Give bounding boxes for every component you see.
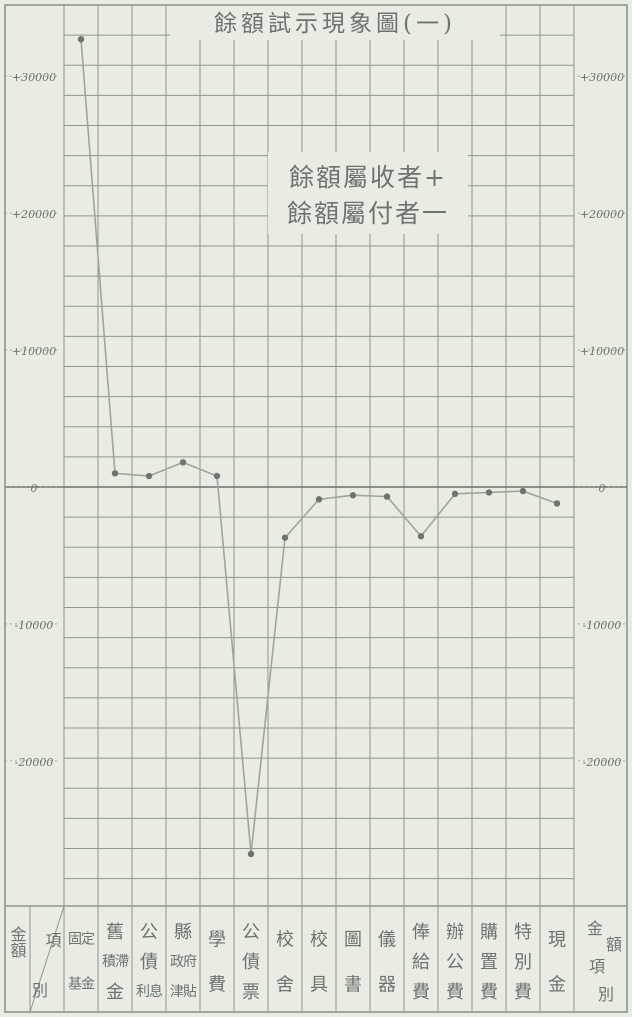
category-label-4: 縣 [174,922,192,943]
category-label-14: 別 [514,952,532,973]
y-tick-label-right: -20000 [583,756,622,769]
category-label-11: 給 [412,952,430,973]
y-tick-label-left: 0 [31,482,38,495]
category-label-15: 金 [548,975,566,996]
category-label-6: 債 [242,952,260,973]
category-label-14: 費 [514,982,532,1003]
y-tick-label-left: -20000 [15,756,54,769]
data-point-7 [281,534,289,541]
category-label-10: 器 [378,975,396,996]
corner-label-bottom: 別 [32,981,48,1000]
right-corner-middle: 項 [589,957,605,976]
category-label-11: 費 [412,982,430,1003]
data-point-13 [485,489,493,496]
category-label-9: 書 [344,975,362,996]
right-corner-top-left: 金 [587,919,603,938]
data-point-8 [315,496,323,503]
category-label-14: 特 [514,922,532,943]
category-label-6: 公 [242,922,260,943]
category-label-2: 積滯 [102,954,129,970]
data-point-6 [247,850,255,858]
category-label-10: 儀 [378,930,396,951]
y-tick-label-left: -10000 [15,619,54,632]
y-tick-label-right: +30000 [580,71,624,84]
right-corner-bottom: 別 [598,985,614,1004]
category-label-13: 費 [480,982,498,1003]
y-tick-label-right: 0 [599,482,606,495]
data-point-9 [349,492,357,499]
data-point-11 [417,533,425,540]
category-label-13: 置 [480,952,498,973]
title-group: 餘額試示現象圖(一) [170,6,500,40]
category-label-7: 校 [276,930,294,951]
data-point-12 [451,490,459,498]
data-point-4 [179,459,187,466]
data-point-15 [553,500,561,507]
chart-title: 餘額試示現象圖(一) [214,11,456,37]
category-label-12: 公 [446,952,464,973]
category-label-1: 基金 [68,976,95,993]
y-tick-labels: +30000 +30000 +20000 +20000 +10000 +10000 0 0 -1… [5,71,627,769]
category-label-3: 利息 [136,983,163,1000]
data-point-14 [519,487,527,495]
y-tick-label-left: +20000 [12,208,56,221]
category-label-7: 舍 [276,975,294,996]
category-label-12: 辦 [446,922,464,943]
y-tick-label-right: +10000 [580,345,624,358]
category-label-4: 津貼 [170,984,197,1000]
corner-label-right: 項 [43,932,62,948]
y-tick-label-right: -10000 [583,619,622,632]
category-label-2: 金 [106,982,124,1003]
legend-negative: 餘額屬付者一 [287,199,449,228]
y-tick-label-left: +10000 [12,345,56,358]
data-point-10 [383,493,391,500]
category-label-11: 俸 [412,922,430,943]
category-label-13: 購 [480,922,498,943]
category-label-15: 現 [548,930,566,951]
title-backing [170,6,500,40]
corner-label-top: 金額 [8,926,27,958]
series-line [77,36,561,858]
right-corner-top-right: 額 [606,935,622,954]
category-label-3: 公 [140,922,158,943]
category-table: 金額 項別固定基金舊積滯金公債利息縣政府津貼學費公債票校舍校具圖書儀器俸給費辦公費… [8,905,622,1013]
category-label-4: 政府 [170,954,197,970]
data-point-2 [111,470,119,477]
data-point-3 [145,472,153,480]
y-tick-label-right: +20000 [580,208,624,221]
category-label-9: 圖 [344,930,362,951]
category-label-8: 具 [310,975,328,996]
category-label-8: 校 [310,930,328,951]
legend-positive: 餘額屬收者+ [289,163,447,192]
legend: 餘額屬收者+ 餘額屬付者一 [268,152,468,234]
category-label-12: 費 [446,982,464,1003]
y-tick-label-left: +30000 [12,71,56,84]
corner-diagonal [29,905,65,1013]
data-point-5 [213,472,221,480]
data-point-1 [77,36,85,43]
category-label-5: 學 [208,930,226,951]
legend-backing [268,152,468,234]
category-label-3: 債 [140,952,158,973]
category-label-2: 舊 [106,922,124,943]
category-label-5: 費 [208,975,226,996]
category-label-1: 固定 [68,932,95,948]
category-label-6: 票 [242,982,260,1003]
